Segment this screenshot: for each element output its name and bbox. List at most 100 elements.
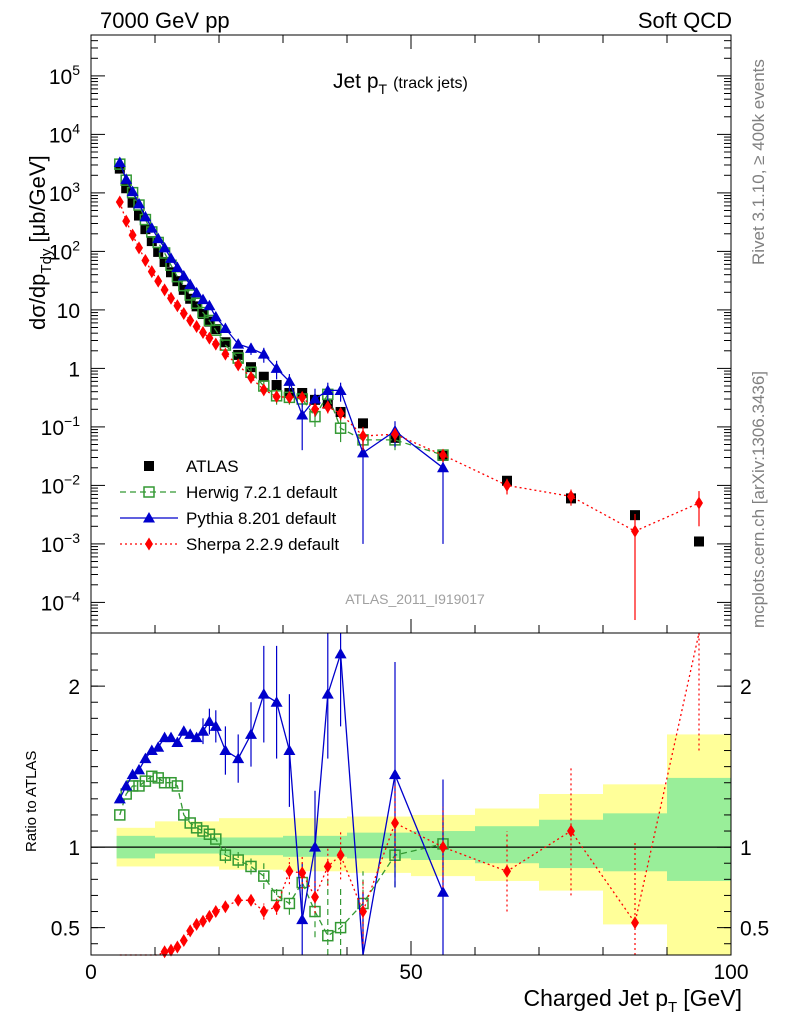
main-data-point [146, 236, 157, 247]
ratio-data-point [126, 768, 139, 780]
ratio-data-point [359, 905, 367, 919]
ratio-data-point [152, 741, 165, 752]
main-data-point [359, 429, 367, 443]
ratio-data-point [199, 914, 207, 928]
ratio-data-point [245, 728, 257, 739]
main-data-point [167, 291, 175, 305]
ratio-data-point [437, 886, 449, 897]
main-data-point [437, 461, 449, 473]
main-y-tick-label: 103 [49, 179, 80, 206]
main-data-point [134, 210, 144, 221]
x-tick-label: 0 [85, 961, 97, 984]
main-data-point [127, 197, 138, 208]
x-tick-label: 100 [713, 961, 748, 984]
main-data-point [211, 337, 220, 351]
main-y-tick-label: 1 [68, 358, 80, 381]
legend-marker [145, 537, 153, 551]
ratio-data-point [232, 752, 245, 764]
main-series-line [119, 163, 444, 456]
ratio-y-tick-label-right: 0.5 [740, 918, 769, 941]
main-y-tick-label: 10−3 [41, 530, 81, 557]
ratio-data-point [334, 647, 347, 659]
ratio-y-tick-label: 0.5 [51, 918, 80, 941]
ratio-data-point [146, 770, 158, 783]
main-data-point [139, 210, 152, 222]
ratio-data-point [160, 945, 169, 959]
legend-marker [143, 512, 155, 523]
ratio-data-point [221, 900, 230, 914]
ratio-data-point [173, 940, 182, 954]
ratio-data-point [186, 924, 195, 938]
main-data-point [171, 261, 184, 273]
main-data-point [220, 337, 231, 348]
ratio-data-point [165, 731, 177, 743]
main-data-point [166, 267, 176, 278]
ratio-data-point [259, 905, 268, 919]
ratio-data-point [257, 688, 270, 699]
ratio-series-1 [113, 633, 449, 956]
main-data-point [159, 256, 170, 267]
main-data-point [334, 384, 347, 395]
ratio-data-point [114, 809, 126, 821]
main-data-point [197, 306, 209, 319]
ratio-data-point [210, 833, 222, 845]
main-data-point [113, 156, 126, 168]
ratio-data-point [298, 866, 307, 880]
ratio-data-point [133, 763, 145, 775]
main-data-point [128, 228, 137, 242]
ratio-data-point [120, 779, 133, 791]
ratio-data-point [113, 792, 126, 804]
main-data-point [158, 241, 171, 253]
main-data-point [135, 241, 143, 255]
main-data-point [198, 309, 208, 320]
main-data-point [271, 380, 282, 391]
ratio-data-point [190, 731, 203, 743]
main-y-tick-label: 10−2 [41, 471, 81, 498]
ratio-y-tick-label-right: 1 [740, 837, 752, 860]
main-data-point [145, 222, 158, 233]
ratio-data-point [311, 890, 319, 904]
main-data-point [219, 322, 232, 334]
x-tick-label: 50 [399, 961, 422, 984]
ratio-data-point [177, 725, 190, 736]
ratio-data-point [171, 780, 184, 792]
rivet-label: Rivet 3.1.10, ≥ 400k events [749, 59, 768, 265]
main-data-point [694, 536, 704, 547]
main-data-point [153, 246, 164, 257]
main-data-point [199, 326, 207, 340]
ratio-y-axis-label: Ratio to ATLAS [23, 751, 40, 852]
main-data-point [221, 347, 230, 361]
ratio-data-point [285, 864, 294, 878]
ratio-data-point [567, 824, 575, 838]
main-data-point [233, 349, 244, 360]
main-data-point [391, 427, 399, 441]
main-y-tick-label: 102 [49, 237, 80, 264]
header-energy: 7000 GeV pp [100, 8, 230, 33]
main-data-point [272, 390, 281, 404]
main-data-point [197, 293, 209, 305]
ratio-data-point [334, 921, 347, 934]
ratio-data-point [321, 688, 334, 699]
main-data-point [192, 320, 201, 334]
ratio-data-point [322, 929, 334, 942]
main-data-point [121, 183, 132, 194]
main-data-point [186, 313, 195, 327]
ratio-data-point [245, 860, 257, 873]
legend-label: Pythia 8.201 default [186, 509, 337, 528]
main-data-point [334, 422, 347, 434]
legend: ATLAS Herwig 7.2.1 default Pythia 8.201 de… [120, 457, 339, 554]
main-data-point [234, 358, 243, 372]
ratio-data-point [192, 917, 201, 931]
ratio-data-point [323, 859, 332, 873]
ratio-data-point [296, 913, 309, 925]
ratio-data-point [211, 905, 220, 919]
main-data-point [270, 362, 283, 373]
main-data-point [147, 265, 156, 279]
ratio-data-point [158, 776, 171, 789]
ratio-data-point [503, 864, 511, 878]
ratio-data-point [219, 744, 232, 756]
main-data-point [311, 402, 319, 416]
ratio-data-point [145, 744, 158, 756]
ratio-data-point [205, 909, 214, 923]
main-data-point [141, 253, 150, 267]
